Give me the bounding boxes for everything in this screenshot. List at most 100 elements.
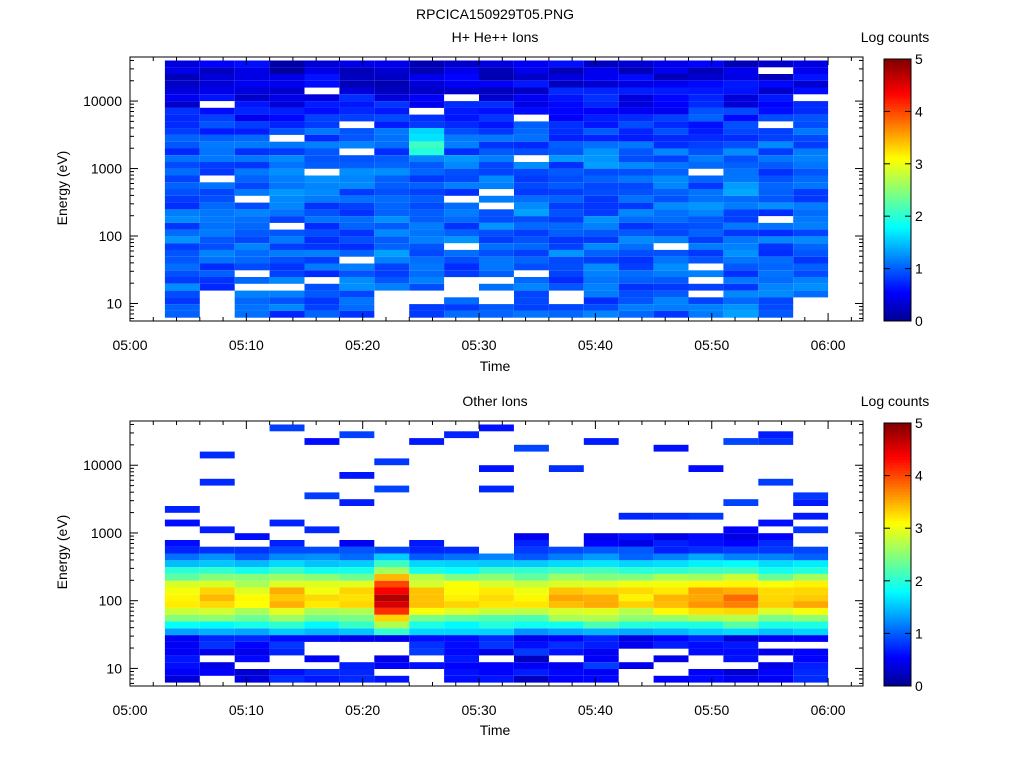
spectrogram-cell [479,141,514,149]
spectrogram-cell [409,87,445,95]
colorbar-segment [884,496,911,500]
spectrogram-cell [479,553,514,561]
spectrogram-cell [199,283,235,291]
colorbar-frame [883,422,912,687]
spectrogram-cell [234,175,270,183]
spectrogram-cell [723,675,759,683]
spectrogram-cell [199,128,235,135]
spectrogram-cell [304,121,340,129]
spectrogram-cell [339,594,375,602]
spectrogram-cell [583,669,619,676]
spectrogram-cell [618,594,654,602]
spectrogram-cell [199,162,235,169]
spectrogram-cell [409,614,445,622]
spectrogram-cell [199,607,235,615]
spectrogram-cell [304,222,340,230]
colorbar-segment [884,161,911,165]
spectrogram-cell [374,580,410,588]
spectrogram-cell [199,236,235,244]
spectrogram-cell [793,101,829,108]
spectrogram-cell [374,573,410,581]
spectrogram-cell [479,601,514,608]
spectrogram-cell [618,222,654,230]
spectrogram-cell [653,310,689,318]
spectrogram-cell [339,669,375,676]
spectrogram-cell [339,249,375,257]
colorbar-segment [884,444,911,448]
spectrogram-cell [339,80,375,88]
spectrogram-cell [374,67,410,74]
spectrogram-cell [514,533,549,540]
spectrogram-cell [688,540,724,547]
spectrogram-cell [514,662,549,669]
spectrogram-cell [199,614,235,622]
spectrogram-cell [758,270,794,278]
spectrogram-cell [723,80,759,88]
spectrogram-cell [548,162,584,169]
spectrogram-cell [653,128,689,135]
spectrogram-cell [479,465,514,472]
spectrogram-cell [164,182,200,190]
colorbar-segment [884,488,911,492]
spectrogram-cell [653,148,689,156]
colorbar-segment [884,166,911,170]
spectrogram-cell [479,560,514,568]
colorbar-segment [884,247,911,251]
spectrogram-cell [793,134,829,142]
spectrogram-cell [339,87,375,95]
spectrogram-cell [723,540,759,547]
spectrogram-cell [514,290,549,298]
spectrogram-cell [269,107,305,115]
spectrogram-cell [583,182,619,190]
colorbar-segment [884,64,911,68]
spectrogram-cell [723,222,759,230]
spectrogram-cell [758,107,794,115]
spectrogram-cell [234,669,270,676]
colorbar-segment [884,575,911,579]
colorbar-segment [884,255,911,259]
spectrogram-cell [618,546,654,554]
spectrogram-cell [479,662,514,669]
colorbar-segment [884,596,911,600]
spectrogram-cell [409,662,445,669]
spectrogram-cell [479,424,514,432]
spectrogram-cell [723,628,759,636]
spectrogram-cell [164,573,200,581]
spectrogram-cell [199,148,235,156]
spectrogram-cell [758,256,794,264]
spectrogram-cell [269,290,305,298]
spectrogram-cell [758,587,794,595]
spectrogram-cell [304,283,340,291]
colorbar-segment [884,200,911,204]
spectrogram-cell [444,655,479,663]
panel2-xlabel: Time [479,722,511,738]
spectrogram-cell [199,209,235,217]
spectrogram-cell [514,202,549,210]
panel1-xlabel: Time [479,358,511,374]
spectrogram-cell [304,101,340,108]
spectrogram-cell [164,74,200,81]
colorbar-segment [884,66,911,70]
spectrogram-cell [164,607,200,615]
spectrogram-cell [618,635,654,642]
spectrogram-cell [583,533,619,540]
spectrogram-cell [723,669,759,676]
spectrogram-cell [304,304,340,311]
spectrogram-cell [548,675,584,683]
spectrogram-cell [339,553,375,561]
spectrogram-cell [758,297,794,305]
spectrogram-cell [304,655,340,663]
spectrogram-cell [409,249,445,257]
spectrogram-cell [409,635,445,642]
spectrogram-cell [339,628,375,636]
spectrogram-cell [339,567,375,574]
spectrogram-cell [234,290,270,298]
colorbar-segment [884,675,911,679]
spectrogram-cell [758,189,794,196]
spectrogram-cell [723,614,759,622]
spectrogram-cell [793,236,829,244]
spectrogram-cell [199,277,235,284]
spectrogram-cell [444,310,479,318]
spectrogram-cell [374,546,410,554]
spectrogram-cell [583,121,619,129]
